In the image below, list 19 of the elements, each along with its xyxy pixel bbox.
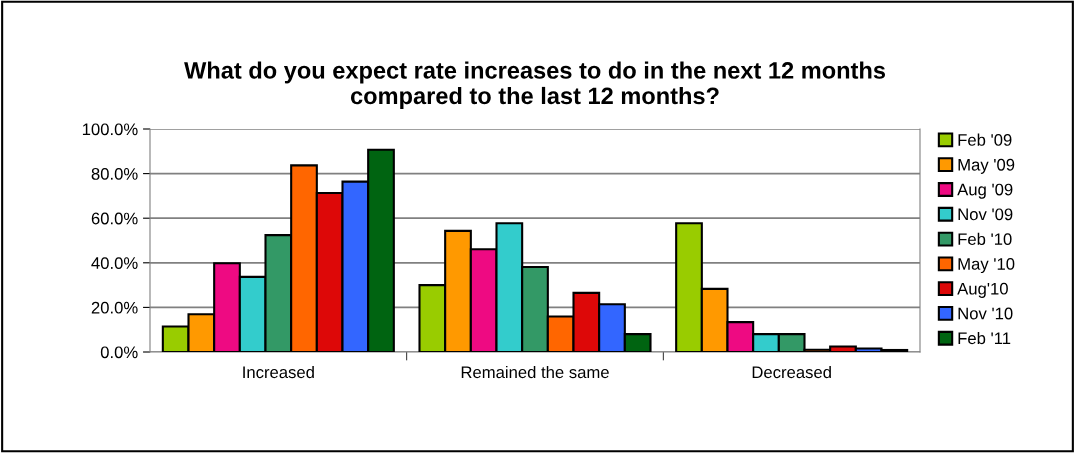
y-tick-label: 20.0% — [91, 301, 138, 314]
legend-label: May '10 — [958, 258, 1015, 274]
legend-label: Nov '09 — [958, 208, 1013, 221]
y-tick-label: 80.0% — [91, 168, 138, 180]
chart-title: What do you expect rate increases to do in the next 12 months compared to the last 12 months? — [184, 61, 886, 109]
x-tick-label: Increased — [243, 365, 314, 379]
legend-label: Aug'10 — [957, 282, 1008, 298]
legend-label: Nov '10 — [958, 307, 1013, 320]
y-tick-label: 0.0% — [100, 346, 138, 359]
legend-label: Feb '11 — [958, 331, 1011, 345]
y-tick-label: 40.0% — [91, 257, 138, 269]
y-tick-label: 60.0% — [91, 212, 138, 225]
legend-label: Feb '10 — [958, 232, 1012, 246]
y-tick-label: 100.0% — [82, 123, 138, 136]
x-tick-label: Remained the same — [461, 365, 609, 379]
legend-label: Aug '09 — [957, 183, 1013, 199]
legend-label: Feb '09 — [958, 133, 1012, 146]
legend-label: May '09 — [958, 158, 1015, 174]
x-tick-label: Decreased — [752, 365, 831, 379]
